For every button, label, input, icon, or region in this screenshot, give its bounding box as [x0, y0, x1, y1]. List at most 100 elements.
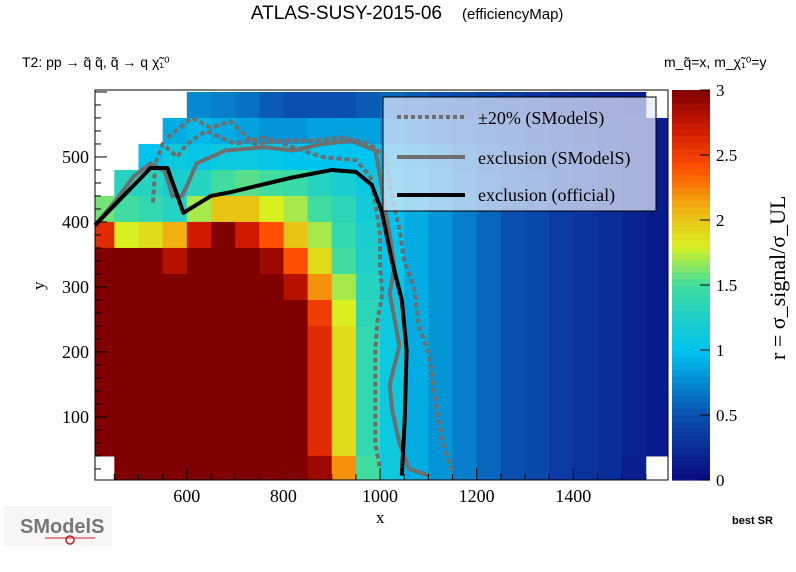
colorbar-segment [672, 226, 710, 234]
heatmap-cell [549, 403, 574, 431]
heatmap-cell [476, 429, 502, 457]
colorbar-segment [672, 343, 710, 351]
heatmap-cell [186, 325, 212, 353]
heatmap-cell [235, 195, 260, 223]
colorbar-segment [672, 369, 710, 377]
heatmap-cell [162, 325, 188, 353]
heatmap-cell [573, 351, 598, 379]
y-tick-label: 300 [62, 277, 89, 297]
heatmap-cell [114, 429, 139, 457]
heatmap-cell [428, 325, 454, 353]
colorbar-segment [672, 324, 710, 332]
heatmap-cell [186, 299, 212, 327]
heatmap-cell [331, 429, 357, 457]
heatmap-cell [621, 247, 647, 275]
heatmap-cell [573, 377, 598, 405]
heatmap-cell [645, 351, 669, 379]
logo-text: SModelS [20, 516, 104, 538]
heatmap-cell [331, 195, 357, 223]
heatmap-cell [428, 299, 454, 327]
legend: ±20% (SModelS) exclusion (SModelS) exclu… [382, 96, 657, 212]
x-tick-label: 1400 [555, 486, 591, 506]
x-tick-label: 1000 [362, 486, 398, 506]
heatmap-cell [404, 377, 429, 405]
colorbar-segment [672, 161, 710, 169]
heatmap-cell [331, 299, 357, 327]
heatmap-cell [186, 455, 212, 481]
colorbar-segment [672, 174, 710, 182]
heatmap-cell [355, 273, 381, 301]
heatmap-cell [500, 273, 526, 301]
heatmap-cell [162, 221, 188, 249]
heatmap-cell [307, 221, 333, 249]
smodels-logo: SModelS [4, 506, 112, 546]
heatmap-cell [331, 377, 357, 405]
heatmap-cell [355, 455, 381, 481]
heatmap-cell [597, 221, 623, 249]
heatmap-cell [476, 221, 502, 249]
colorbar-tick-label: 1.5 [716, 276, 737, 295]
heatmap-cell [573, 221, 598, 249]
colorbar-segment [672, 434, 710, 442]
heatmap-cell [621, 377, 647, 405]
heatmap-cell [645, 377, 669, 405]
heatmap-cell [524, 247, 550, 275]
heatmap-cell [597, 377, 623, 405]
heatmap-cell [210, 403, 236, 431]
heatmap-cell [476, 299, 502, 327]
heatmap-cell [283, 273, 309, 301]
heatmap-cell [162, 299, 188, 327]
colorbar-segment [672, 278, 710, 286]
heatmap-cell [235, 377, 260, 405]
process-label: T2: pp → q̃ q̃, q̃ → q χ̃₁⁰ [22, 54, 170, 70]
heatmap-cell [138, 429, 164, 457]
heatmap-cell [186, 377, 212, 405]
heatmap-cell [186, 273, 212, 301]
heatmap-cell [549, 221, 574, 249]
heatmap-cell [597, 273, 623, 301]
heatmap-cell [524, 325, 550, 353]
heatmap-cell [283, 195, 309, 223]
colorbar-segment [672, 168, 710, 176]
heatmap-cell [500, 351, 526, 379]
colorbar-tick-label: 2.5 [716, 146, 737, 165]
heatmap-cell [573, 429, 598, 457]
heatmap-cell [283, 429, 309, 457]
heatmap-cell [500, 247, 526, 275]
heatmap-cell [524, 351, 550, 379]
heatmap-cell [500, 299, 526, 327]
heatmap-cell [138, 403, 164, 431]
heatmap-cell [476, 377, 502, 405]
colorbar-segment [672, 454, 710, 462]
heatmap-cell [114, 377, 139, 405]
heatmap-cell [524, 273, 550, 301]
heatmap-cell [621, 299, 647, 327]
heatmap-cell [597, 351, 623, 379]
colorbar-segment [672, 272, 710, 280]
heatmap-cell [549, 429, 574, 457]
colorbar-segment [672, 265, 710, 273]
heatmap-cell [138, 273, 164, 301]
heatmap-cell [355, 247, 381, 275]
colorbar-segment [672, 103, 710, 111]
colorbar-segment [672, 129, 710, 137]
heatmap-cell [259, 351, 284, 379]
colorbar-segment [672, 350, 710, 358]
heatmap-cell [524, 455, 550, 481]
heatmap-cell [138, 247, 164, 275]
heatmap-cell [428, 403, 454, 431]
heatmap-cell [138, 299, 164, 327]
mass-label: m_q̃=x, m_χ̃₁⁰=y [664, 54, 767, 70]
heatmap-cell [114, 403, 139, 431]
colorbar-segment [672, 402, 710, 410]
legend-entry-20pct: ±20% (SModelS) [478, 108, 604, 129]
contour-exclusion-smodels- [93, 138, 430, 478]
heatmap-cell [597, 429, 623, 457]
colorbar-tick-label: 1 [716, 341, 725, 360]
heatmap-cell [500, 325, 526, 353]
heatmap-cell [645, 273, 669, 301]
heatmap-cell [597, 247, 623, 275]
colorbar-segment [672, 460, 710, 468]
colorbar-segment [672, 337, 710, 345]
